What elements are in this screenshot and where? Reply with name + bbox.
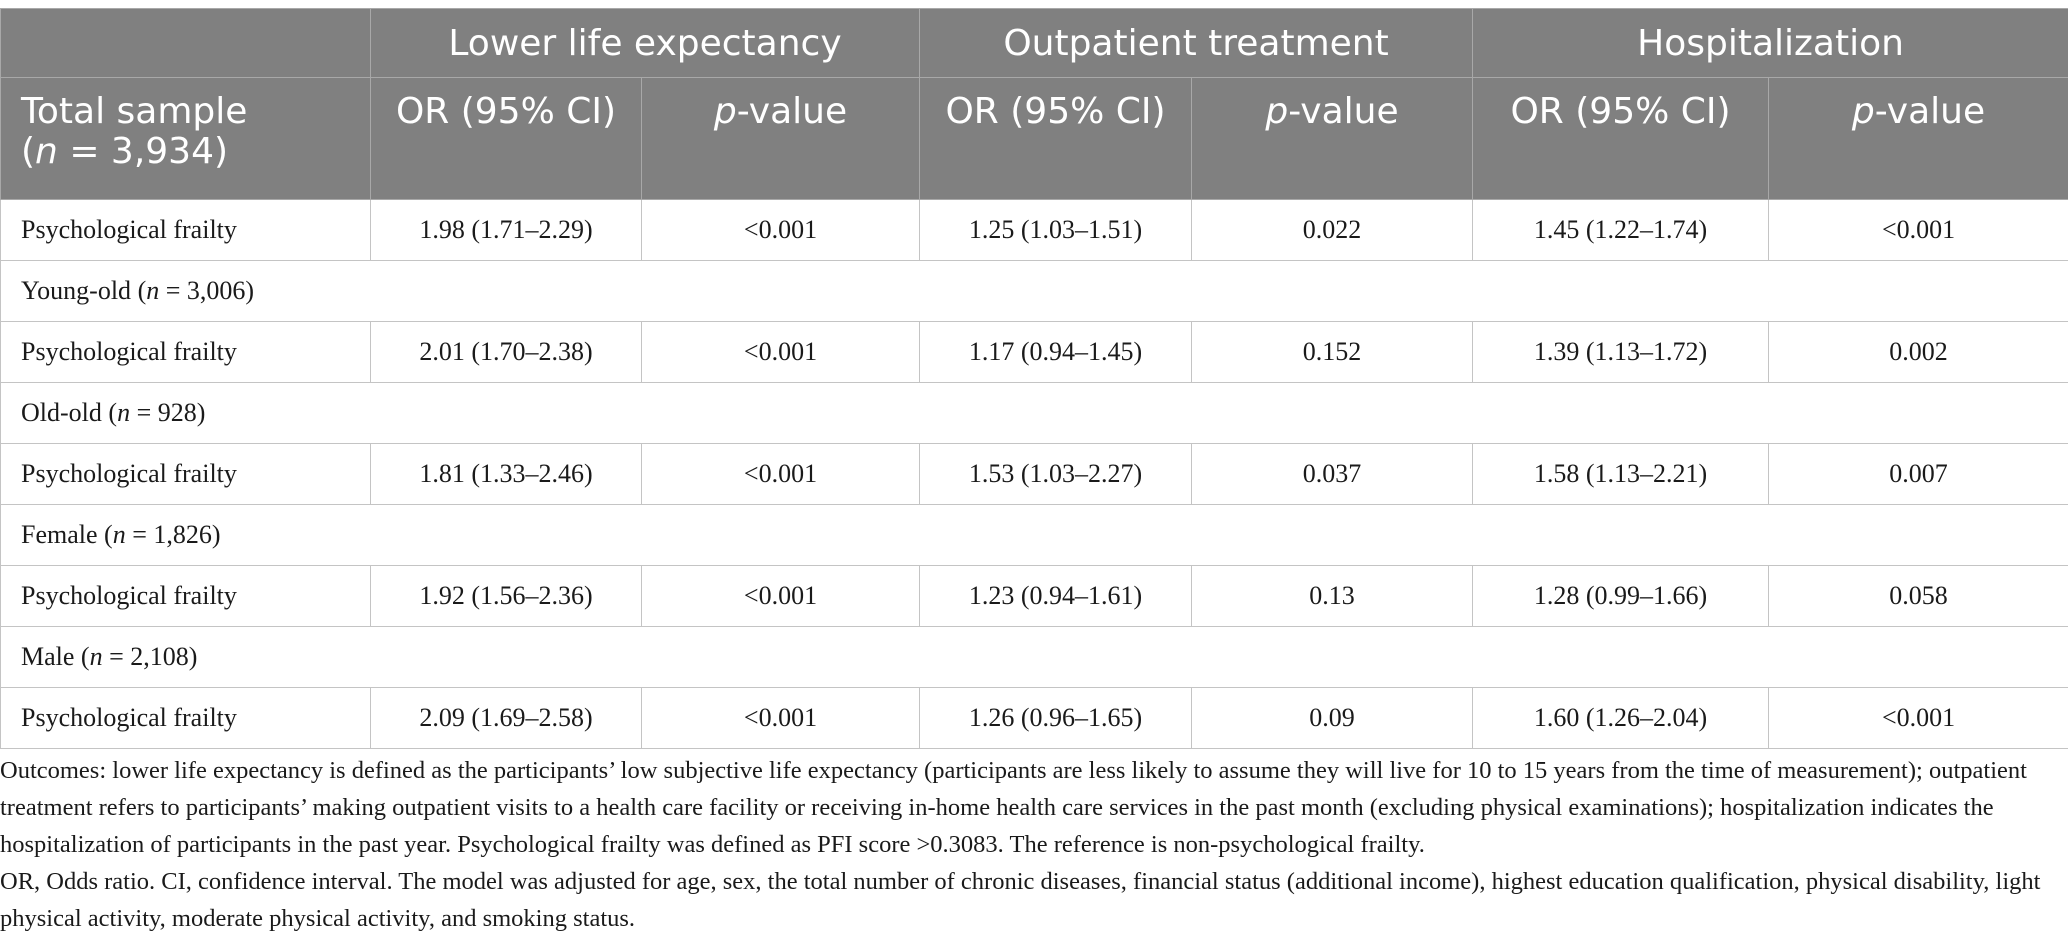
header-total-sample: Total sample (n = 3,934): [0, 77, 371, 200]
header-group-life-expectancy: Lower life expectancy: [369, 8, 921, 78]
or-ci-cell: 2.09 (1.69–2.58): [370, 687, 642, 749]
or-ci-cell: 1.58 (1.13–2.21): [1472, 443, 1770, 505]
p-value-cell: <0.001: [640, 321, 921, 383]
header-or-ci: OR (95% CI): [919, 77, 1193, 200]
subgroup-name: Old-old: [21, 398, 102, 427]
or-ci-cell: 1.98 (1.71–2.29): [370, 199, 642, 261]
p-value-cell: 0.007: [1768, 443, 2068, 505]
subgroup-row: Young-old (n = 3,006): [0, 260, 2068, 322]
total-sample-n-open: (: [21, 131, 36, 172]
header-or-ci: OR (95% CI): [370, 77, 642, 200]
subgroup-name: Male: [21, 642, 75, 671]
footnote-abbreviations: OR, Odds ratio. CI, confidence interval.…: [0, 868, 2041, 932]
p-value-cell: 0.002: [1768, 321, 2068, 383]
subgroup-n-rest: = 928): [130, 398, 206, 427]
header-group-hospitalization: Hospitalization: [1472, 8, 2068, 78]
header-p-value: p-value: [640, 77, 921, 200]
or-ci-cell: 1.81 (1.33–2.46): [370, 443, 642, 505]
row-label: Psychological frailty: [0, 687, 371, 749]
subgroup-n-rest: = 1,826): [125, 520, 221, 549]
p-value-cell: 0.037: [1191, 443, 1474, 505]
p-value-cell: <0.001: [640, 199, 921, 261]
subgroup-name: Young-old: [21, 276, 132, 305]
subgroup-n-var: n: [146, 276, 160, 305]
or-ci-cell: 1.25 (1.03–1.51): [919, 199, 1193, 261]
table-row: Psychological frailty 1.92 (1.56–2.36) <0.…: [0, 565, 2068, 627]
p-value-cell: <0.001: [640, 687, 921, 749]
table-row: Psychological frailty 1.81 (1.33–2.46) <0.…: [0, 443, 2068, 505]
subgroup-label: Old-old (n = 928): [0, 382, 2068, 444]
subgroup-paren: (: [74, 642, 90, 671]
total-sample-n-var: n: [35, 131, 58, 172]
header-group-outpatient: Outpatient treatment: [919, 8, 1474, 78]
subgroup-n-rest: = 2,108): [102, 642, 198, 671]
or-ci-cell: 1.23 (0.94–1.61): [919, 565, 1193, 627]
p-rest: -value: [1874, 91, 1986, 132]
or-ci-cell: 1.53 (1.03–2.27): [919, 443, 1193, 505]
total-sample-n-rest: = 3,934): [57, 131, 229, 172]
subgroup-row: Male (n = 2,108): [0, 626, 2068, 688]
table-row: Psychological frailty 2.09 (1.69–2.58) <0.…: [0, 687, 2068, 749]
or-ci-cell: 1.45 (1.22–1.74): [1472, 199, 1770, 261]
row-label: Psychological frailty: [0, 199, 371, 261]
p-value-cell: 0.058: [1768, 565, 2068, 627]
or-ci-cell: 1.17 (0.94–1.45): [919, 321, 1193, 383]
p-value-cell: 0.13: [1191, 565, 1474, 627]
or-ci-cell: 1.39 (1.13–1.72): [1472, 321, 1770, 383]
p-var: p: [1851, 91, 1875, 132]
subgroup-row: Female (n = 1,826): [0, 504, 2068, 566]
table-row: Psychological frailty 2.01 (1.70–2.38) <0.…: [0, 321, 2068, 383]
or-ci-cell: 1.60 (1.26–2.04): [1472, 687, 1770, 749]
subgroup-n-rest: = 3,006): [159, 276, 255, 305]
row-label: Psychological frailty: [0, 321, 371, 383]
subgroup-n-var: n: [117, 398, 131, 427]
subgroup-n-var: n: [89, 642, 103, 671]
header-p-value: p-value: [1191, 77, 1474, 200]
table-header: Lower life expectancy Outpatient treatme…: [0, 8, 2068, 200]
p-value-cell: 0.152: [1191, 321, 1474, 383]
or-ci-cell: 2.01 (1.70–2.38): [370, 321, 642, 383]
table-footnote: Outcomes: lower life expectancy is defin…: [0, 752, 2060, 937]
subgroup-label: Young-old (n = 3,006): [0, 260, 2068, 322]
header-p-value: p-value: [1768, 77, 2068, 200]
row-label: Psychological frailty: [0, 565, 371, 627]
subgroup-paren: (: [101, 398, 118, 427]
header-sub-row: Total sample (n = 3,934) OR (95% CI) p-va…: [0, 77, 2068, 200]
p-value-cell: <0.001: [640, 443, 921, 505]
or-ci-cell: 1.28 (0.99–1.66): [1472, 565, 1770, 627]
subgroup-row: Old-old (n = 928): [0, 382, 2068, 444]
or-ci-cell: 1.92 (1.56–2.36): [370, 565, 642, 627]
p-value-cell: 0.09: [1191, 687, 1474, 749]
p-value-cell: 0.022: [1191, 199, 1474, 261]
footnote-outcomes: Outcomes: lower life expectancy is defin…: [0, 757, 2027, 858]
p-value-cell: <0.001: [1768, 199, 2068, 261]
p-var: p: [1265, 91, 1289, 132]
header-or-ci: OR (95% CI): [1472, 77, 1770, 200]
total-sample-label: Total sample: [21, 91, 248, 132]
p-rest: -value: [1288, 91, 1399, 132]
header-group-row: Lower life expectancy Outpatient treatme…: [0, 8, 2068, 78]
subgroup-n-var: n: [112, 520, 126, 549]
results-table: Lower life expectancy Outpatient treatme…: [0, 8, 2068, 749]
header-corner: [0, 8, 371, 78]
subgroup-paren: (: [131, 276, 147, 305]
p-value-cell: <0.001: [640, 565, 921, 627]
table-row: Psychological frailty 1.98 (1.71–2.29) <0.…: [0, 199, 2068, 261]
p-value-cell: <0.001: [1768, 687, 2068, 749]
or-ci-cell: 1.26 (0.96–1.65): [919, 687, 1193, 749]
subgroup-paren: (: [97, 520, 113, 549]
p-var: p: [713, 91, 737, 132]
subgroup-name: Female: [21, 520, 98, 549]
subgroup-label: Male (n = 2,108): [0, 626, 2068, 688]
p-rest: -value: [736, 91, 848, 132]
subgroup-label: Female (n = 1,826): [0, 504, 2068, 566]
row-label: Psychological frailty: [0, 443, 371, 505]
table-body: Psychological frailty 1.98 (1.71–2.29) <0.…: [0, 199, 2068, 749]
